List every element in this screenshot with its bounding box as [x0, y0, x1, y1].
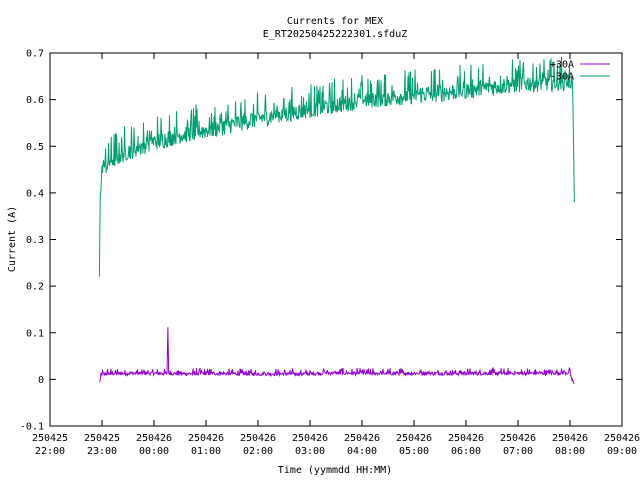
legend: +30A-30A	[550, 60, 610, 83]
x-tick-label-date: 250426	[396, 433, 432, 444]
chart-subtitle: E_RT20250425222301.sfduZ	[263, 29, 408, 40]
x-tick-label-date: 250425	[84, 433, 120, 444]
y-tick-label: 0.1	[26, 328, 44, 339]
y-tick-label: 0.6	[26, 95, 44, 106]
x-tick-label-date: 250426	[188, 433, 224, 444]
x-tick-label-date: 250425	[32, 433, 68, 444]
legend-label: -30A	[550, 72, 574, 83]
x-tick-label-date: 250426	[552, 433, 588, 444]
x-tick-label-date: 250426	[448, 433, 484, 444]
legend-label: +30A	[550, 60, 574, 71]
y-tick-label: 0.7	[26, 49, 44, 60]
x-tick-label-time: 06:00	[451, 446, 481, 457]
x-tick-label-time: 03:00	[295, 446, 325, 457]
x-tick-label-time: 22:00	[35, 446, 65, 457]
y-tick-label: 0	[38, 375, 44, 386]
x-tick-label-date: 250426	[344, 433, 380, 444]
y-tick-label: 0.5	[26, 142, 44, 153]
x-tick-label-time: 23:00	[87, 446, 117, 457]
x-tick-label-time: 09:00	[607, 446, 637, 457]
y-ticks: -0.1 0 0.1 0.2 0.3 0.4 0.5 0.6 0.7	[20, 49, 622, 433]
x-tick-label-time: 08:00	[555, 446, 585, 457]
series-line-plus30a	[99, 327, 575, 385]
x-tick-label-date: 250426	[500, 433, 536, 444]
y-tick-label: 0.2	[26, 282, 44, 293]
x-tick-label-time: 02:00	[243, 446, 273, 457]
x-tick-label-time: 07:00	[503, 446, 533, 457]
x-ticks: 250425 22:00 250425 23:00 250426 00:00 250426 0…	[32, 53, 640, 457]
series-line-minus30a	[98, 56, 575, 277]
x-tick-label-date: 250426	[240, 433, 276, 444]
x-tick-label-date: 250426	[604, 433, 640, 444]
y-tick-label: 0.4	[26, 188, 44, 199]
chart-title: Currents for MEX	[287, 16, 383, 27]
series-group	[98, 56, 575, 385]
y-tick-label: 0.3	[26, 235, 44, 246]
x-tick-label-time: 01:00	[191, 446, 221, 457]
x-tick-label-time: 00:00	[139, 446, 169, 457]
x-axis-label: Time (yymmdd HH:MM)	[278, 465, 392, 476]
x-tick-label-date: 250426	[292, 433, 328, 444]
y-axis-label: Current (A)	[7, 206, 18, 272]
x-tick-label-time: 04:00	[347, 446, 377, 457]
x-tick-label-date: 250426	[136, 433, 172, 444]
y-tick-label: -0.1	[20, 422, 44, 433]
x-tick-label-time: 05:00	[399, 446, 429, 457]
